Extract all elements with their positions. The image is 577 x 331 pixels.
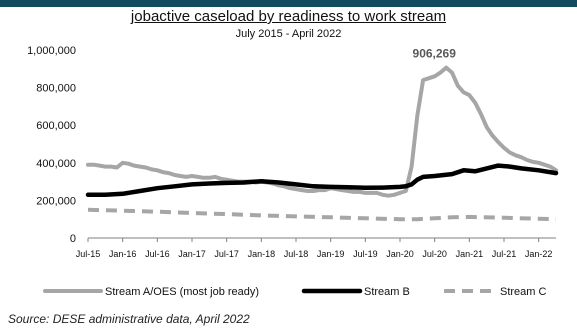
x-tick-label: Jul-16 <box>145 249 170 259</box>
peak-data-label: 906,269 <box>413 47 457 61</box>
x-tick-label: Jan-21 <box>456 249 484 259</box>
x-tick-label: Jul-15 <box>76 249 101 259</box>
x-tick-label: Jul-20 <box>422 249 447 259</box>
source-note: Source: DESE administrative data, April … <box>8 312 250 326</box>
y-axis: 0 200,000 400,000 600,000 800,000 1,000,000 <box>27 45 76 245</box>
series-line-3 <box>87 207 557 222</box>
x-tick-label: Jul-17 <box>214 249 239 259</box>
x-tick-label: Jan-20 <box>386 249 414 259</box>
chart-subtitle: July 2015 - April 2022 <box>235 28 342 40</box>
legend: Stream A/OES (most job ready) Stream B Str… <box>43 286 547 298</box>
x-tick-label: Jul-18 <box>284 249 309 259</box>
series-line-2 <box>85 163 559 198</box>
y-tick-label: 200,000 <box>36 195 76 207</box>
y-tick-label: 1,000,000 <box>27 45 76 57</box>
top-accent-bar <box>0 0 577 7</box>
x-tick-label: Jul-19 <box>353 249 378 259</box>
y-tick-label: 0 <box>70 233 76 245</box>
y-tick-label: 800,000 <box>36 83 76 95</box>
x-tick-label: Jan-16 <box>109 249 137 259</box>
x-tick-label: Jan-17 <box>178 249 206 259</box>
y-tick-label: 600,000 <box>36 120 76 132</box>
x-tick-label: Jul-21 <box>492 249 517 259</box>
x-tick-label: Jan-22 <box>525 249 553 259</box>
chart-title: jobactive caseload by readiness to work … <box>130 8 447 25</box>
annotation-layer: 906,269 <box>413 47 457 61</box>
legend-label-3: Stream C <box>500 286 547 298</box>
series-layer <box>85 65 559 222</box>
series-line-1 <box>86 65 558 198</box>
x-tick-label: Jan-18 <box>248 249 276 259</box>
x-axis: Jul-15 Jan-16 Jul-16 Jan-17 Jul-17 Jan-18 Jul-… <box>76 237 556 259</box>
y-tick-label: 400,000 <box>36 158 76 170</box>
legend-label-1: Stream A/OES (most job ready) <box>105 286 259 298</box>
x-tick-label: Jan-19 <box>317 249 345 259</box>
legend-label-2: Stream B <box>364 286 410 298</box>
